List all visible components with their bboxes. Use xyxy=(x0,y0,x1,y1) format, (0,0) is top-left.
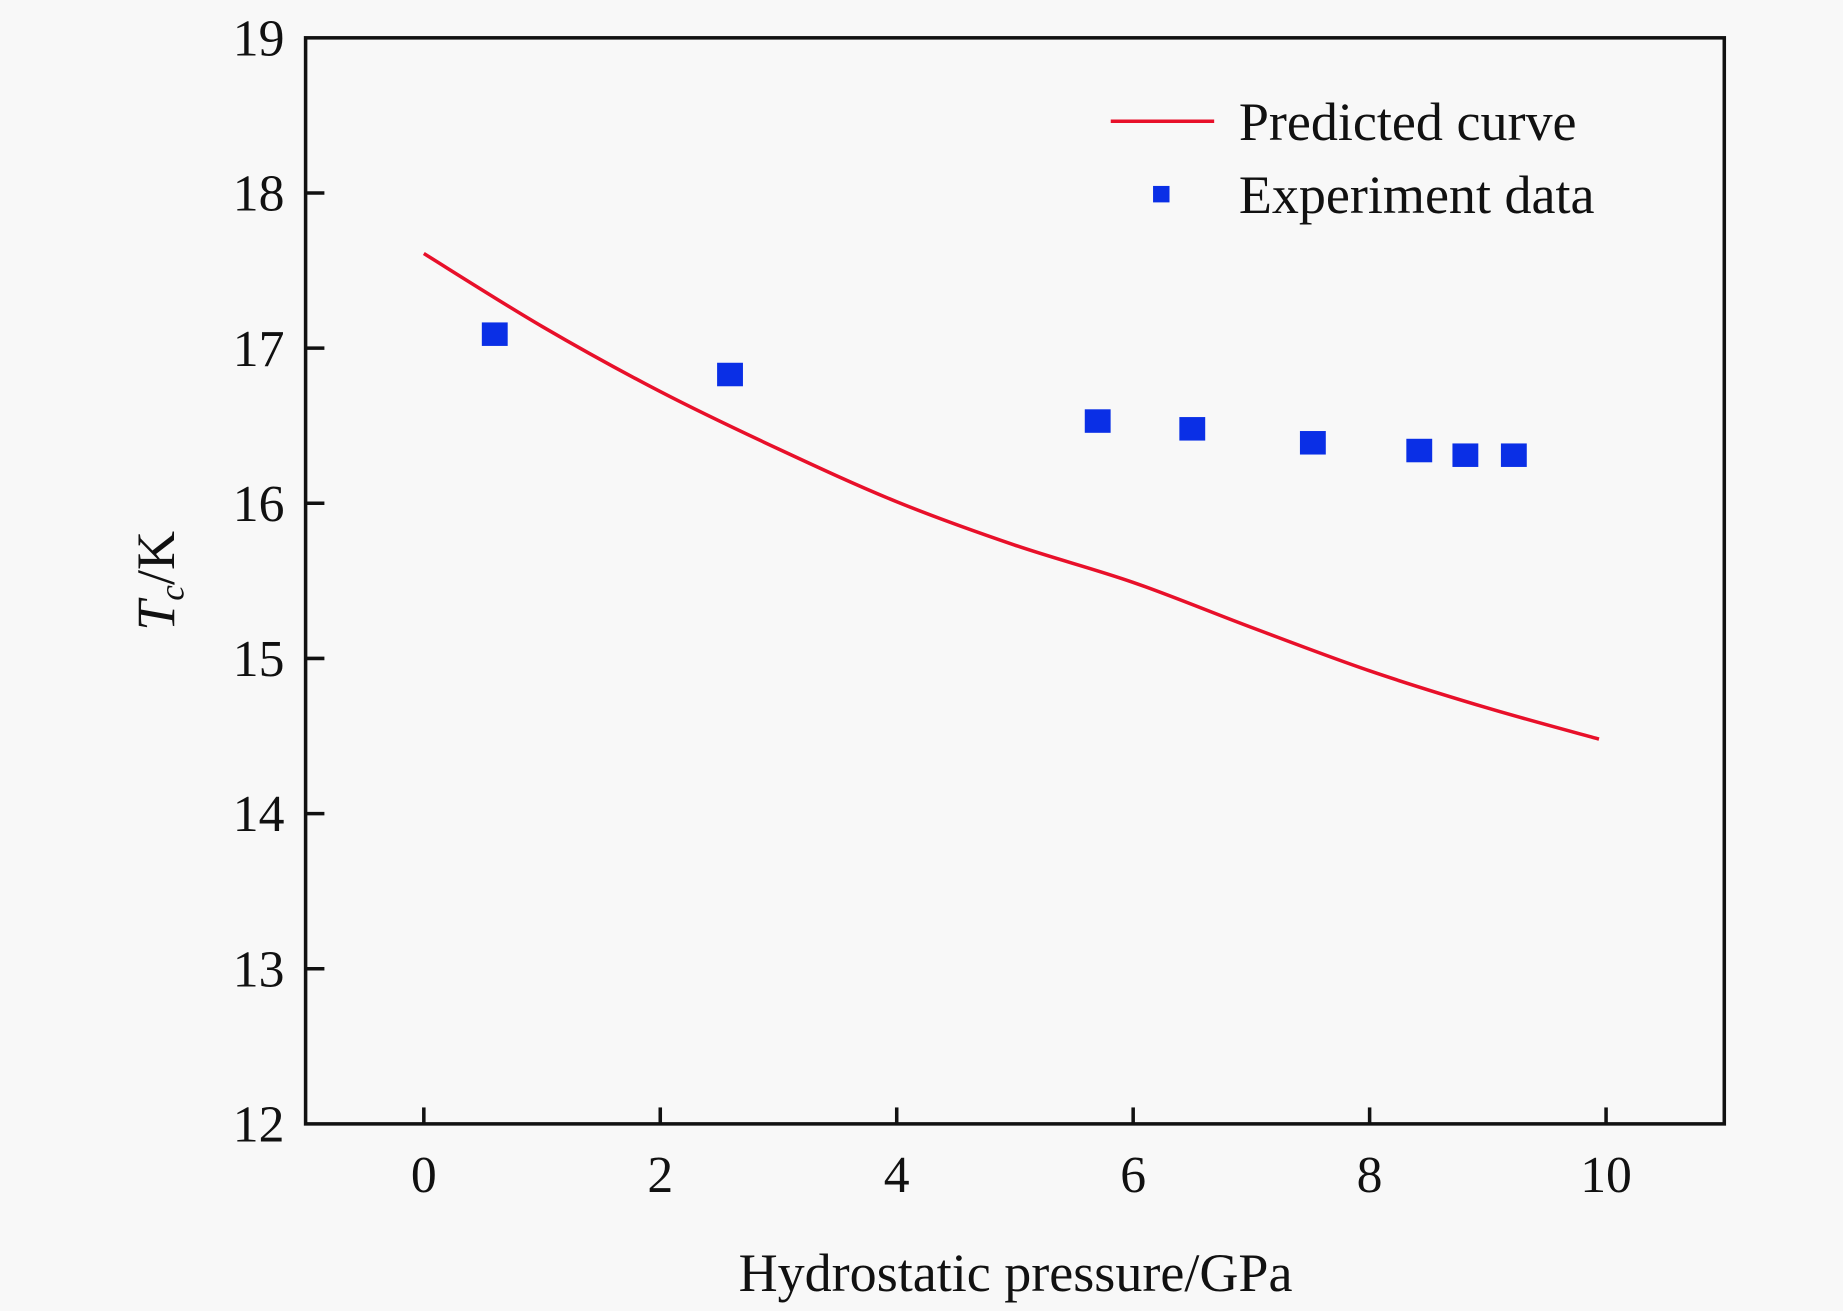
experiment-data-point xyxy=(481,322,508,346)
experiment-data-point xyxy=(1299,431,1326,455)
axes-frame xyxy=(303,36,1727,1126)
y-axis-title-subscript: c xyxy=(152,585,191,601)
y-tick-label: 19 xyxy=(233,10,285,67)
y-tick-label: 17 xyxy=(233,321,285,378)
predicted-curve-line xyxy=(422,251,1600,741)
y-axis-title-main: T xyxy=(126,597,186,631)
x-tick-label: 10 xyxy=(1580,1147,1632,1204)
experiment-data-point xyxy=(1406,438,1433,463)
x-tick-label: 0 xyxy=(411,1147,437,1204)
legend-marker-swatch xyxy=(1153,185,1170,203)
experiment-data-point xyxy=(1500,443,1527,467)
y-axis-title-suffix: /K xyxy=(126,531,186,585)
legend: Predicted curve Experiment data xyxy=(1110,92,1595,225)
x-tick-label: 2 xyxy=(647,1147,673,1204)
legend-label-experiment: Experiment data xyxy=(1239,165,1595,225)
ticks: 0 2 4 6 8 10 12 13 14 15 16 17 18 19 xyxy=(233,10,1632,1204)
x-tick-label: 8 xyxy=(1357,1147,1383,1204)
y-axis-title: Tc/K xyxy=(126,531,191,631)
y-tick-label: 14 xyxy=(233,786,285,843)
experiment-data-point xyxy=(1084,409,1111,433)
experiment-data-point xyxy=(1452,443,1479,467)
y-tick-label: 13 xyxy=(233,941,285,998)
y-tick-label: 16 xyxy=(233,476,285,533)
y-tick-label: 18 xyxy=(233,166,285,223)
experiment-data-point xyxy=(717,362,743,387)
x-axis-title: Hydrostatic pressure/GPa xyxy=(739,1243,1293,1303)
experiment-data-point xyxy=(1179,417,1206,441)
y-tick-label: 15 xyxy=(233,631,285,688)
legend-label-predicted: Predicted curve xyxy=(1239,92,1577,152)
plot-area xyxy=(422,251,1600,741)
x-tick-label: 4 xyxy=(884,1147,910,1204)
x-tick-label: 6 xyxy=(1120,1147,1146,1204)
y-tick-label: 12 xyxy=(233,1097,285,1154)
